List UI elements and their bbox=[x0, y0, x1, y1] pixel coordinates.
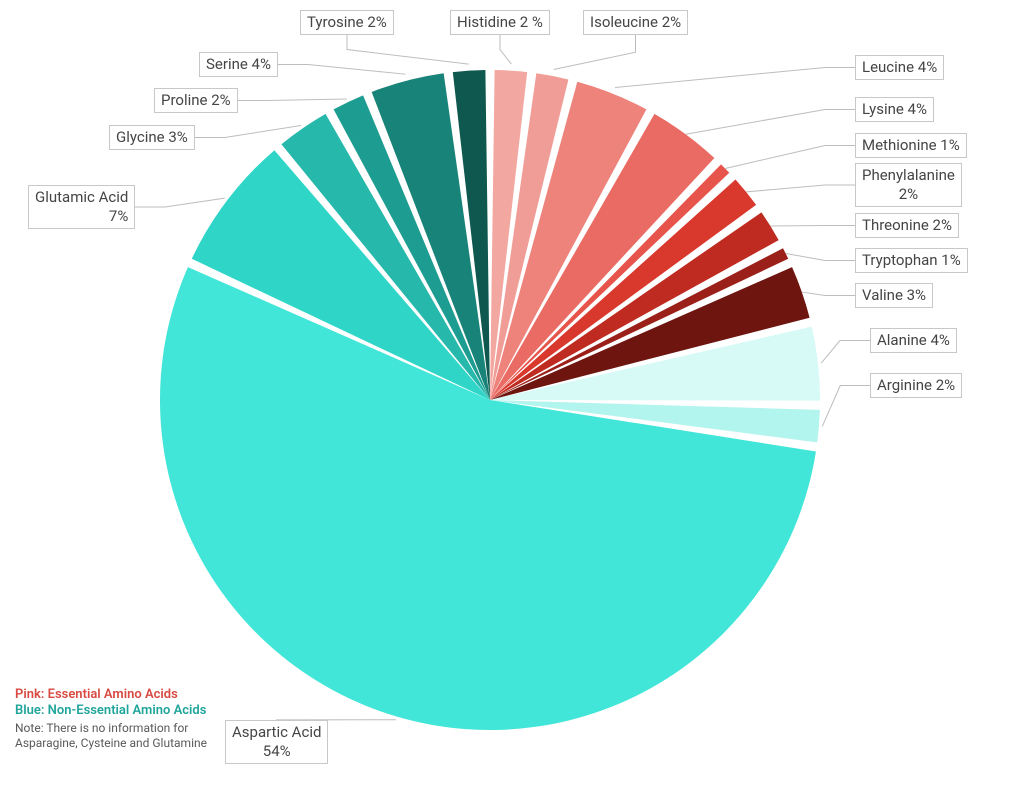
slice-label-leucine: Leucine 4% bbox=[855, 55, 944, 80]
slice-label-tryptophan: Tryptophan 1% bbox=[855, 248, 968, 273]
slice-label-proline: Proline 2% bbox=[154, 88, 238, 113]
slice-label-text: Leucine 4% bbox=[862, 58, 937, 76]
slice-label-arginine: Arginine 2% bbox=[870, 373, 962, 398]
slice-label-text: Proline 2% bbox=[161, 91, 231, 109]
slice-label-text: Lysine 4% bbox=[862, 100, 927, 118]
slice-label-text: Methionine 1% bbox=[862, 136, 960, 154]
slice-label-glycine: Glycine 3% bbox=[109, 125, 195, 150]
slice-label-serine: Serine 4% bbox=[199, 52, 278, 77]
slice-label-text: Alanine 4% bbox=[877, 331, 950, 349]
slice-label-text: Tryptophan 1% bbox=[862, 251, 961, 269]
slice-label-text: Phenylalanine2% bbox=[862, 166, 955, 203]
slice-label-text: Histidine 2 % bbox=[457, 13, 543, 31]
slice-label-text: Tyrosine 2% bbox=[307, 13, 387, 31]
slice-label-text: Threonine 2% bbox=[862, 216, 952, 234]
legend-note: Note: There is no information for Aspara… bbox=[15, 721, 225, 751]
slice-label-glutamic-acid: Glutamic Acid7% bbox=[28, 185, 135, 229]
slice-label-valine: Valine 3% bbox=[855, 283, 933, 308]
chart-legend: Pink: Essential Amino Acids Blue: Non-Es… bbox=[15, 687, 225, 752]
leader-line bbox=[347, 35, 469, 64]
legend-pink: Pink: Essential Amino Acids bbox=[15, 687, 225, 703]
leader-line bbox=[238, 99, 347, 100]
leader-line bbox=[821, 341, 870, 364]
slice-label-text: Valine 3% bbox=[862, 286, 926, 304]
leader-line bbox=[195, 125, 301, 137]
slice-label-text: Serine 4% bbox=[206, 55, 271, 73]
leader-line bbox=[725, 146, 855, 169]
slice-label-isoleucine: Isoleucine 2% bbox=[583, 10, 688, 35]
legend-blue: Blue: Non-Essential Amino Acids bbox=[15, 703, 225, 719]
slice-label-text: Glycine 3% bbox=[116, 128, 188, 146]
slice-label-tyrosine: Tyrosine 2% bbox=[300, 10, 394, 35]
leader-line bbox=[786, 253, 855, 260]
slice-label-text: Aspartic Acid54% bbox=[232, 723, 321, 760]
slice-label-text: Glutamic Acid7% bbox=[35, 188, 128, 225]
leader-line bbox=[500, 35, 511, 64]
leader-line bbox=[822, 386, 870, 427]
slice-label-aspartic-acid: Aspartic Acid54% bbox=[225, 720, 328, 764]
slice-label-histidine: Histidine 2 % bbox=[450, 10, 550, 35]
leader-line bbox=[686, 110, 855, 135]
leader-line bbox=[770, 226, 855, 227]
leader-line bbox=[802, 292, 855, 295]
slice-label-text: Isoleucine 2% bbox=[590, 13, 681, 31]
leader-line bbox=[278, 65, 405, 75]
slice-label-phenylalanine: Phenylalanine2% bbox=[855, 163, 962, 207]
slice-label-threonine: Threonine 2% bbox=[855, 213, 959, 238]
slice-label-lysine: Lysine 4% bbox=[855, 97, 934, 122]
slice-label-alanine: Alanine 4% bbox=[870, 328, 957, 353]
leader-line bbox=[554, 35, 636, 69]
leader-line bbox=[615, 68, 855, 88]
slice-label-methionine: Methionine 1% bbox=[855, 133, 967, 158]
leader-line bbox=[135, 198, 225, 207]
slice-label-text: Arginine 2% bbox=[877, 376, 955, 394]
leader-line bbox=[746, 185, 855, 192]
